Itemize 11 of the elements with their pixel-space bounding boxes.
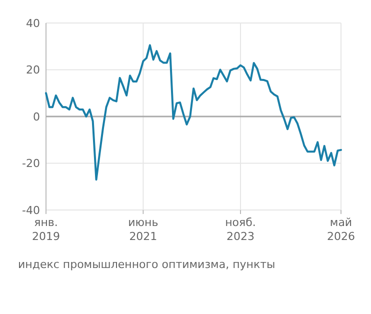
y-tick-label: -40 <box>22 204 40 217</box>
x-tick-label: июнь 2021 <box>128 216 158 243</box>
x-tick-label: нояб. 2023 <box>225 216 256 243</box>
y-tick-label: 40 <box>26 16 40 30</box>
y-tick-label: 20 <box>26 64 40 77</box>
line-series <box>45 44 342 181</box>
x-tick-label: янв. 2019 <box>32 216 60 243</box>
text: индекс промышленного оптимизма, пункты <box>18 258 276 271</box>
x-tick-label: май 2026 <box>327 216 355 243</box>
y-tick-label: -20 <box>22 157 40 170</box>
y-tick-label: 0 <box>33 110 40 124</box>
